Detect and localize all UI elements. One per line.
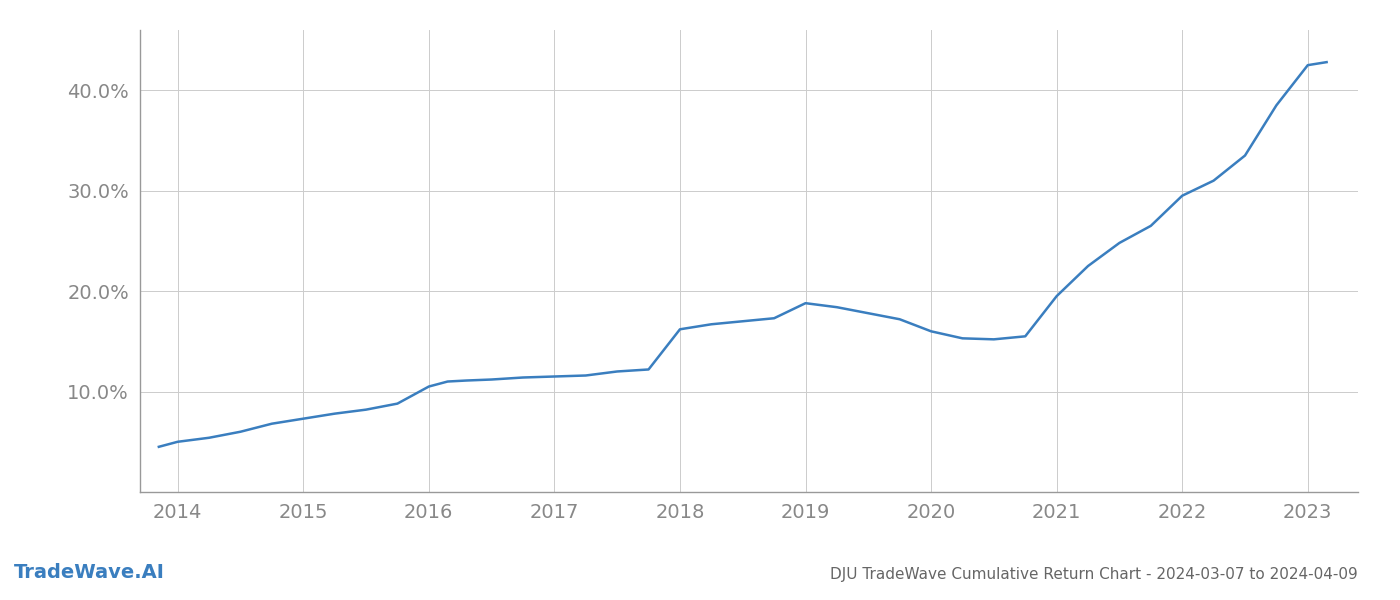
- Text: DJU TradeWave Cumulative Return Chart - 2024-03-07 to 2024-04-09: DJU TradeWave Cumulative Return Chart - …: [830, 567, 1358, 582]
- Text: TradeWave.AI: TradeWave.AI: [14, 563, 165, 582]
